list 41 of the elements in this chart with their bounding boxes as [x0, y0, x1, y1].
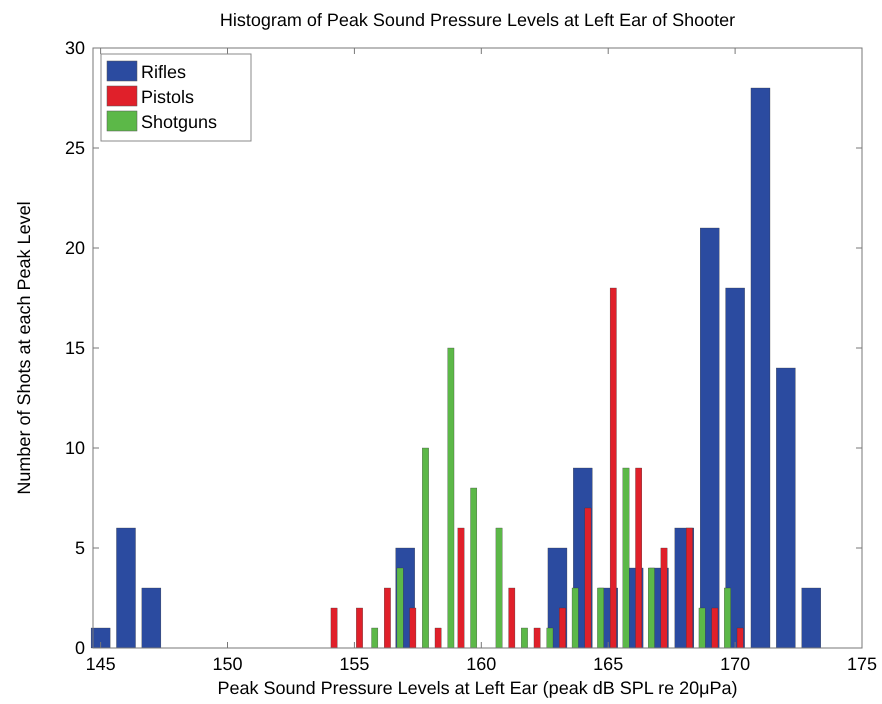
legend-label: Shotguns: [141, 112, 218, 132]
bar: [750, 88, 770, 648]
y-tick-label: 0: [74, 638, 85, 658]
y-tick-label: 20: [64, 238, 85, 258]
x-tick-label: 175: [846, 654, 878, 674]
y-tick-label: 5: [74, 538, 85, 558]
bar: [434, 628, 442, 648]
legend-label: Rifles: [141, 62, 186, 82]
x-tick-label: 145: [86, 654, 116, 674]
bar: [521, 628, 528, 648]
bar: [802, 588, 821, 648]
chart-title: Histogram of Peak Sound Pressure Levels at Left Ear of Shooter: [220, 10, 736, 30]
x-tick-label: 160: [466, 654, 496, 674]
y-axis-title: Number of Shots at each Peak Level: [14, 201, 34, 495]
bar: [142, 588, 162, 648]
bar: [90, 628, 110, 648]
bar: [700, 228, 720, 648]
bar: [384, 588, 391, 648]
bar: [356, 608, 363, 648]
bar: [776, 368, 796, 648]
bar: [458, 528, 464, 648]
x-axis-title: Peak Sound Pressure Levels at Left Ear (peak dB SPL re 20μPa): [218, 678, 738, 698]
y-tick-label: 30: [64, 38, 85, 58]
y-tick-label: 25: [64, 138, 85, 158]
x-tick-label: 155: [339, 654, 370, 674]
y-tick-label: 10: [64, 438, 85, 458]
bar: [422, 448, 429, 648]
x-tick-label: 150: [212, 654, 243, 674]
bar: [116, 528, 136, 648]
bar: [448, 348, 454, 648]
bar: [496, 528, 502, 648]
bar: [470, 488, 478, 648]
y-tick-label: 15: [64, 338, 85, 358]
x-tick-label: 165: [593, 654, 624, 674]
bar: [330, 608, 338, 648]
bar: [534, 628, 540, 648]
bar: [371, 628, 378, 648]
bar: [508, 588, 516, 648]
x-tick-label: 170: [720, 654, 750, 674]
bar: [725, 288, 745, 648]
legend-label: Pistols: [141, 87, 194, 107]
